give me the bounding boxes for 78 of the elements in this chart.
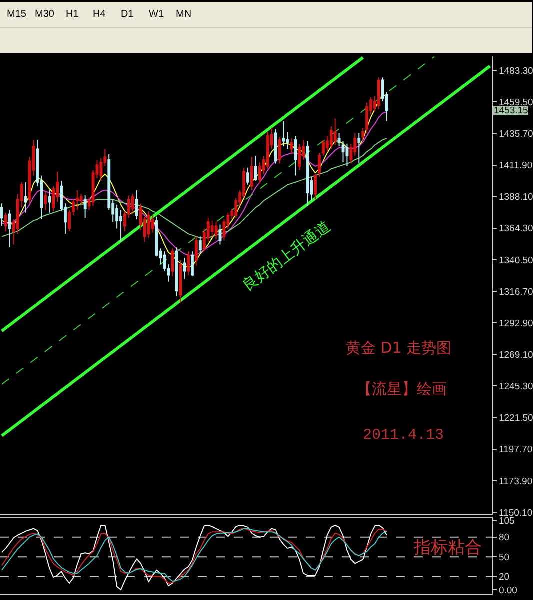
y-tick-label: 1364.30 (498, 224, 533, 235)
annotation: 指标粘合 (413, 538, 482, 558)
text: D1 (121, 9, 134, 20)
y-tick-label: 1150.10 (498, 508, 533, 519)
candlestick (48, 190, 52, 214)
candlestick (282, 120, 286, 148)
candlestick (290, 138, 294, 156)
candlestick (250, 156, 254, 191)
candlestick (68, 210, 71, 232)
text: 【流星】绘画 (357, 380, 447, 398)
candlestick (4, 212, 8, 232)
candlestick (334, 118, 337, 146)
y-tick-label: 1173.90 (498, 476, 533, 488)
y-tick-label: 1388.10 (498, 192, 533, 204)
candlestick (338, 132, 341, 148)
candlestick (254, 155, 258, 182)
y-tick-label: 50 (498, 552, 510, 564)
candlestick (8, 210, 12, 248)
candlestick (322, 139, 325, 156)
y-tick-label: 0.00 (498, 585, 518, 596)
candlestick (358, 132, 361, 164)
y-tick-label: 1269.10 (498, 350, 533, 361)
candlestick (135, 190, 138, 220)
candlestick (278, 136, 282, 164)
line-series (0, 56, 365, 333)
y-tick-label: 1435.70 (498, 129, 533, 140)
text: 1453.15 (494, 106, 528, 116)
candlestick (214, 222, 218, 240)
y-tick-label: 80 (498, 532, 510, 544)
annotation: 良好的上升通道 (239, 217, 334, 295)
candlestick (190, 250, 194, 278)
candlestick (298, 143, 302, 171)
candlestick (318, 152, 321, 178)
y-tick-label: 1340.50 (498, 255, 533, 266)
y-tick-label: 1245.30 (498, 382, 533, 393)
candlestick (44, 191, 48, 211)
candlestick (171, 248, 174, 278)
candlestick (246, 167, 250, 186)
y-tick-label: 1459.50 (498, 97, 533, 108)
y-tick-label: 1483.30 (498, 66, 533, 77)
candlestick (187, 250, 190, 276)
candlestick (274, 128, 278, 164)
candlestick (0, 203, 4, 227)
candlestick (346, 143, 349, 167)
line-series (1, 524, 388, 591)
candlestick (218, 224, 222, 246)
line-series (0, 64, 492, 438)
annotation: 2011.4.13 (363, 427, 444, 444)
candlestick (24, 182, 28, 214)
text: 黄金 D1 走势图 (346, 339, 452, 357)
text: H1 (66, 9, 80, 20)
candlestick (147, 211, 150, 239)
candlestick (194, 236, 198, 266)
candlestick (72, 199, 75, 216)
candlestick (342, 140, 345, 163)
candlestick (179, 260, 182, 304)
y-tick-label: 20 (498, 572, 510, 584)
candlestick (76, 190, 79, 211)
text: M15 (7, 9, 27, 20)
y-tick-label: 1197.70 (498, 444, 533, 456)
y-tick-label: 1221.50 (498, 413, 533, 424)
text: MN (176, 9, 192, 20)
candlestick (306, 140, 310, 207)
y-tick-label: 105 (498, 516, 515, 528)
candlestick (198, 236, 202, 254)
text: M30 (35, 9, 55, 20)
candlestick (362, 127, 365, 142)
text: H4 (93, 9, 106, 20)
candlestick (314, 174, 317, 200)
y-tick-label: 1316.70 (498, 286, 533, 298)
y-tick-label: 1411.90 (498, 160, 533, 172)
candlestick (378, 77, 380, 110)
text: W1 (149, 9, 164, 20)
candlestick (183, 257, 186, 280)
y-tick-label: 1292.90 (498, 318, 533, 330)
candlestick (175, 246, 178, 297)
candlestick (84, 195, 87, 219)
candlestick (294, 135, 298, 176)
